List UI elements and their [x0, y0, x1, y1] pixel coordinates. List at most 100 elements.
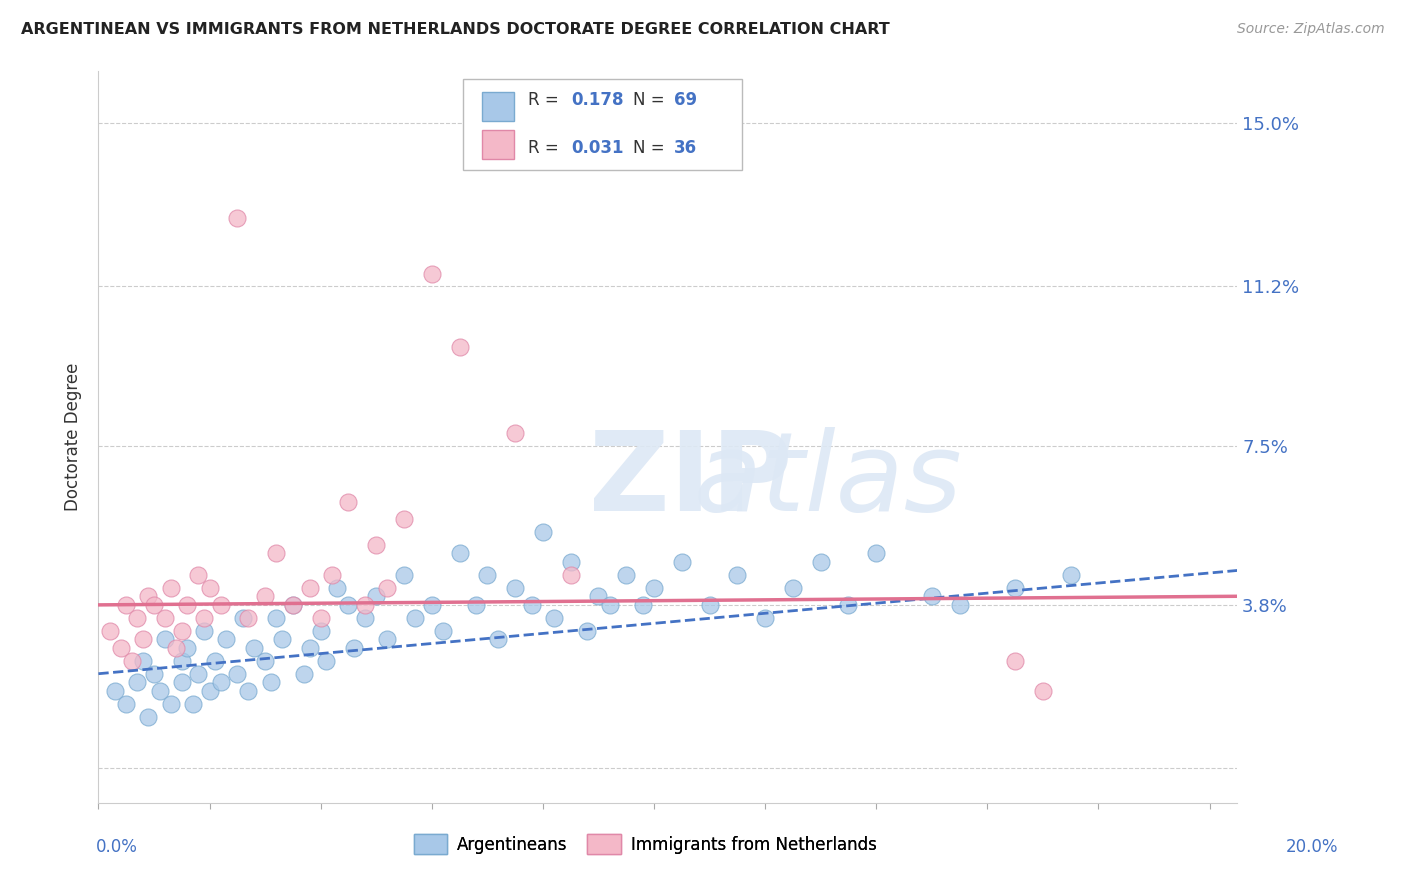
Point: [354, 598, 377, 612]
Point: [326, 581, 349, 595]
Text: R =: R =: [527, 138, 564, 157]
Point: [643, 581, 665, 595]
Point: [543, 611, 565, 625]
Point: [127, 675, 149, 690]
Point: [465, 598, 488, 612]
Point: [198, 581, 221, 595]
Point: [226, 211, 249, 225]
Point: [148, 684, 170, 698]
Point: [309, 611, 332, 625]
Point: [193, 611, 215, 625]
Point: [165, 640, 187, 655]
Point: [837, 598, 859, 612]
Text: 20.0%: 20.0%: [1286, 838, 1339, 855]
Point: [614, 567, 637, 582]
Point: [115, 598, 138, 612]
Point: [588, 589, 610, 603]
Point: [337, 598, 360, 612]
Point: [209, 598, 232, 612]
Point: [281, 598, 304, 612]
Point: [503, 581, 526, 595]
Point: [104, 684, 127, 698]
Point: [132, 632, 155, 647]
Point: [520, 598, 543, 612]
Point: [170, 624, 193, 638]
Text: 0.178: 0.178: [571, 91, 623, 109]
Point: [159, 581, 181, 595]
Point: [354, 611, 377, 625]
Text: N =: N =: [633, 91, 669, 109]
Point: [420, 267, 443, 281]
Point: [98, 624, 121, 638]
Point: [143, 598, 166, 612]
Point: [309, 624, 332, 638]
Point: [599, 598, 621, 612]
Point: [238, 611, 260, 625]
Text: atlas: atlas: [693, 427, 962, 534]
Text: ZIP: ZIP: [589, 427, 793, 534]
Point: [392, 512, 415, 526]
Point: [204, 654, 226, 668]
Point: [254, 654, 277, 668]
Text: 36: 36: [673, 138, 696, 157]
Point: [948, 598, 970, 612]
Point: [366, 538, 388, 552]
Point: [921, 589, 943, 603]
Point: [315, 654, 337, 668]
Point: [243, 640, 266, 655]
Point: [531, 524, 554, 539]
Point: [1032, 684, 1054, 698]
Point: [226, 666, 249, 681]
Point: [176, 640, 198, 655]
Legend: Argentineans, Immigrants from Netherlands: Argentineans, Immigrants from Netherland…: [406, 828, 883, 860]
Point: [477, 567, 499, 582]
Point: [187, 666, 209, 681]
Point: [181, 697, 204, 711]
Point: [127, 611, 149, 625]
Point: [187, 567, 209, 582]
Point: [725, 567, 748, 582]
Point: [1004, 581, 1026, 595]
Point: [198, 684, 221, 698]
Point: [420, 598, 443, 612]
Point: [671, 555, 693, 569]
Point: [321, 567, 343, 582]
Point: [264, 546, 287, 560]
Point: [560, 567, 582, 582]
Point: [366, 589, 388, 603]
Point: [259, 675, 281, 690]
Text: 69: 69: [673, 91, 696, 109]
Point: [138, 710, 160, 724]
Point: [1059, 567, 1081, 582]
Point: [576, 624, 599, 638]
Point: [110, 640, 132, 655]
Point: [232, 611, 254, 625]
Point: [138, 589, 160, 603]
Point: [449, 340, 471, 354]
Point: [782, 581, 804, 595]
Point: [865, 546, 887, 560]
Point: [449, 546, 471, 560]
Point: [170, 654, 193, 668]
FancyBboxPatch shape: [463, 78, 742, 170]
Point: [254, 589, 277, 603]
Point: [153, 632, 176, 647]
Point: [343, 640, 366, 655]
Point: [238, 684, 260, 698]
Text: ARGENTINEAN VS IMMIGRANTS FROM NETHERLANDS DOCTORATE DEGREE CORRELATION CHART: ARGENTINEAN VS IMMIGRANTS FROM NETHERLAN…: [21, 22, 890, 37]
Point: [143, 666, 166, 681]
Y-axis label: Doctorate Degree: Doctorate Degree: [65, 363, 83, 511]
Point: [270, 632, 292, 647]
Point: [754, 611, 776, 625]
Point: [115, 697, 138, 711]
Point: [486, 632, 509, 647]
Point: [810, 555, 832, 569]
Point: [170, 675, 193, 690]
Point: [209, 675, 232, 690]
Point: [631, 598, 654, 612]
Point: [281, 598, 304, 612]
Point: [153, 611, 176, 625]
Point: [121, 654, 143, 668]
Point: [176, 598, 198, 612]
Point: [159, 697, 181, 711]
